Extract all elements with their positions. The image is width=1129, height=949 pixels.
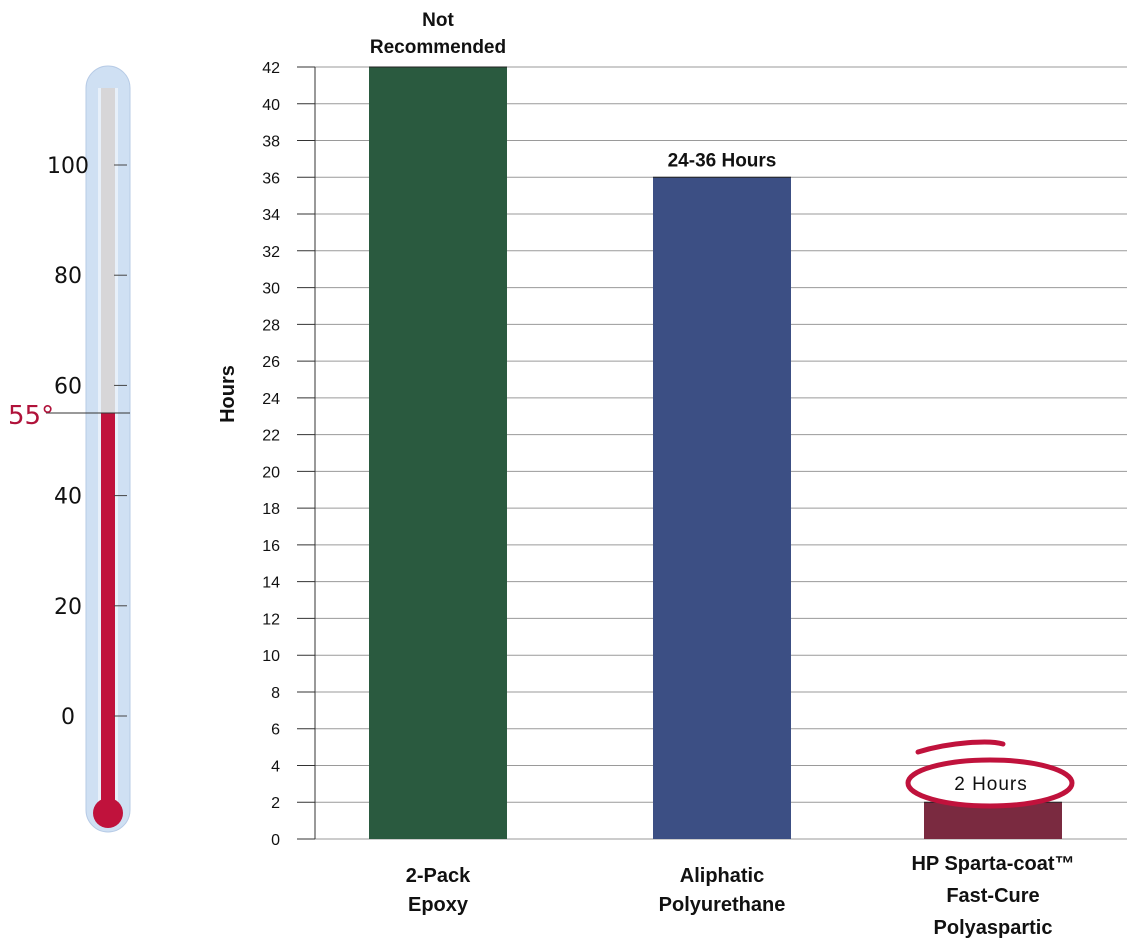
bar: [653, 177, 791, 840]
plot-area: 024681012141618202224262830323436384042 …: [217, 10, 1127, 939]
thermometer-marker-label: 55°: [8, 401, 54, 431]
y-tick-label: 6: [271, 722, 280, 739]
y-tick-label: 42: [262, 60, 280, 77]
y-tick-label: 40: [262, 97, 280, 114]
bar-data-label: Recommended: [370, 37, 506, 58]
bar-data-labels: Not Recommended 24-36 Hours 2 Hours: [370, 10, 1075, 809]
y-tick-label: 38: [262, 134, 280, 151]
y-axis-title: Hours: [217, 365, 239, 423]
thermometer-scale: 100 80 60 40 20 0: [47, 154, 127, 730]
thermometer-fill: [101, 412, 115, 810]
y-tick-label: 26: [262, 354, 280, 371]
bar-data-label: 24-36 Hours: [668, 150, 777, 171]
category-label: Polyurethane: [659, 894, 786, 916]
y-tick-label: 18: [262, 501, 280, 518]
thermometer-tick-label: 80: [54, 264, 82, 289]
thermometer: 100 80 60 40 20 0 55°: [8, 65, 131, 833]
category-label: HP Sparta-coat™: [911, 853, 1074, 875]
y-tick-label: 36: [262, 170, 280, 187]
y-tick-label: 28: [262, 317, 280, 334]
category-label: 2-Pack: [406, 865, 471, 887]
y-tick-label: 30: [262, 281, 280, 298]
bar: [369, 67, 507, 839]
thermometer-tick-label: 100: [47, 154, 89, 179]
thermometer-tick-label: 40: [54, 485, 82, 510]
bars: [369, 66, 1062, 840]
y-tick-label: 4: [271, 758, 280, 775]
y-tick-label: 16: [262, 538, 280, 555]
bar-data-label: 2 Hours: [954, 774, 1028, 795]
category-label: Epoxy: [408, 894, 469, 916]
y-tick-label: 34: [262, 207, 280, 224]
y-tick-label: 20: [262, 464, 280, 481]
thermometer-tick-label: 60: [54, 374, 82, 399]
y-tick-label: 32: [262, 244, 280, 261]
y-tick-label: 12: [262, 611, 280, 628]
y-tick-label: 8: [271, 685, 280, 702]
category-label: Fast-Cure: [946, 885, 1039, 907]
thermometer-tick-label: 0: [61, 705, 75, 730]
y-tick-label: 24: [262, 391, 280, 408]
category-label: Aliphatic: [680, 865, 764, 887]
thermometer-tick-label: 20: [54, 595, 82, 620]
highlight-swirl: [915, 739, 1006, 755]
bar-data-label: Not: [422, 10, 454, 31]
y-tick-label: 2: [271, 795, 280, 812]
y-tick-label: 0: [271, 832, 280, 849]
category-label: Polyaspartic: [934, 917, 1053, 939]
category-labels: 2-Pack Epoxy Aliphatic Polyurethane HP Spart…: [406, 853, 1075, 939]
highlight-circle: [905, 757, 1075, 809]
y-tick-label: 14: [262, 575, 280, 592]
thermometer-bulb: [93, 798, 123, 828]
y-tick-label: 22: [262, 428, 280, 445]
y-tick-label: 10: [262, 648, 280, 665]
